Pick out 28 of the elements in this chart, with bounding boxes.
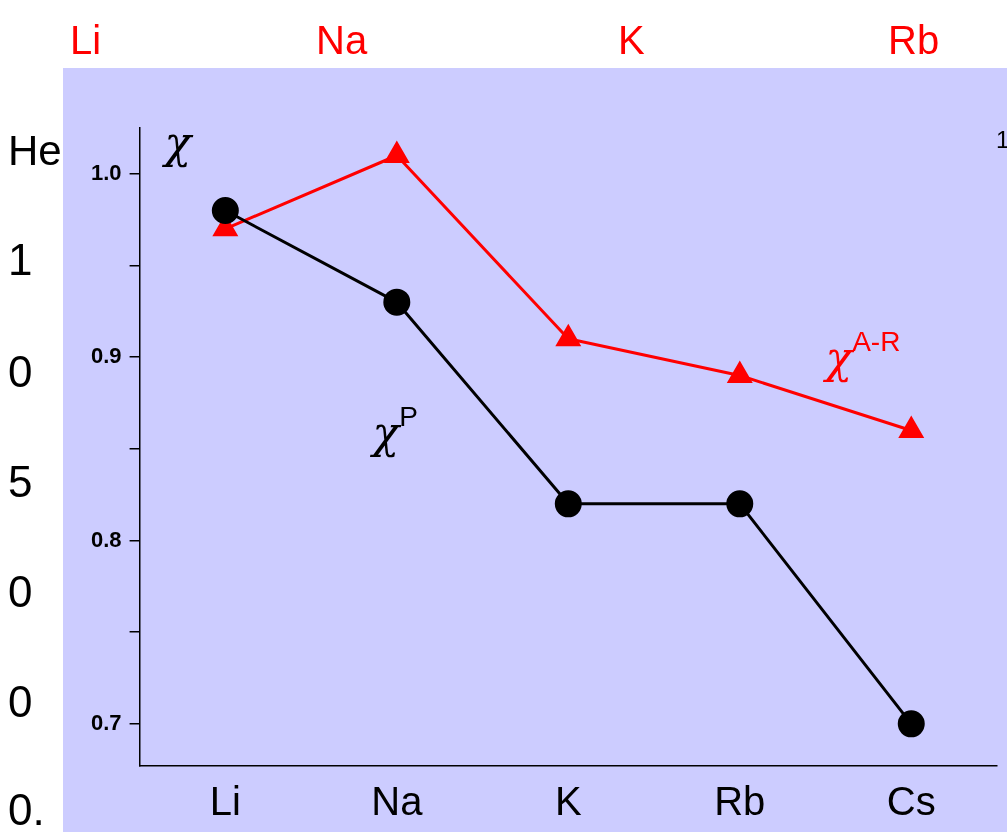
text: 0 (8, 677, 33, 726)
text: He (8, 127, 62, 174)
point (899, 417, 924, 438)
x-tick-label: Li (209, 779, 241, 824)
x-tick-label: Cs (886, 779, 936, 824)
x-tick-label: Na (371, 779, 424, 824)
text: 0 (8, 347, 33, 396)
text: 0 (8, 567, 33, 616)
y-tick-label: 0.8 (90, 526, 122, 552)
y-tick-label: 0.9 (90, 343, 122, 369)
text: Na (316, 18, 368, 62)
text: K (618, 18, 645, 62)
point (897, 710, 925, 738)
point (727, 362, 752, 383)
point (726, 490, 754, 518)
x-tick-label: Rb (714, 779, 766, 824)
point (384, 142, 409, 163)
x-tick-label: K (554, 779, 582, 824)
point (554, 490, 582, 518)
y-axis-title: χ (161, 117, 194, 168)
point (556, 325, 581, 347)
text: 1 (8, 235, 33, 284)
text: Rb (888, 18, 940, 62)
y-tick-label: 0.7 (90, 709, 122, 735)
text: Li (70, 18, 102, 62)
text: 5 (8, 457, 33, 506)
text: 0. (8, 785, 45, 832)
y-tick-label: 1.0 (90, 159, 122, 185)
